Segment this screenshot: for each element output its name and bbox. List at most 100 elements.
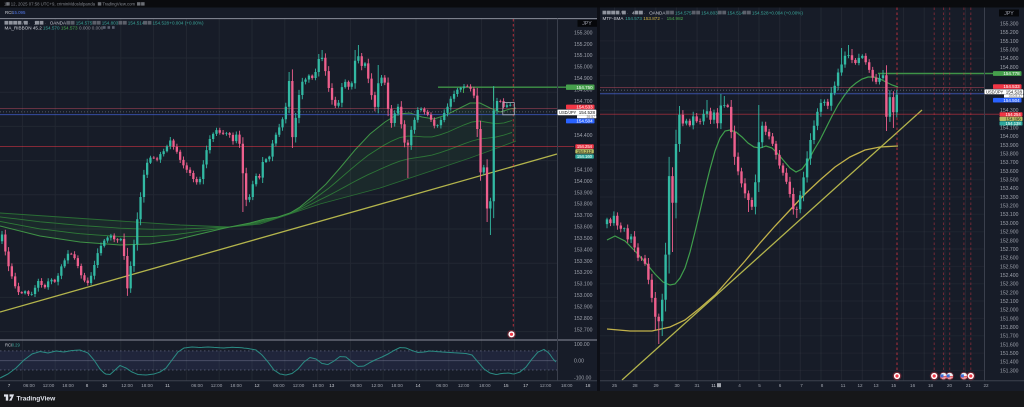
svg-text:06:00: 06:00	[273, 383, 285, 388]
svg-text:25: 25	[612, 383, 618, 388]
svg-text:0.29: 0.29	[12, 342, 21, 347]
svg-text:154.573: 154.573	[625, 16, 642, 21]
svg-text:154.528: 154.528	[1006, 90, 1023, 95]
svg-text:7: 7	[800, 383, 803, 388]
svg-text:4: 4	[738, 383, 741, 388]
svg-text:13: 13	[873, 383, 879, 388]
svg-text:15: 15	[503, 383, 509, 388]
svg-text:12:00: 12:00	[121, 383, 133, 388]
svg-text:154.100: 154.100	[1000, 126, 1019, 132]
svg-text:154.573: 154.573	[61, 25, 78, 30]
svg-text:·: ·	[45, 21, 47, 26]
svg-text:151.500: 151.500	[1000, 351, 1019, 357]
svg-text:151.800: 151.800	[1000, 325, 1019, 331]
svg-text:10: 10	[102, 383, 108, 388]
svg-text:152.900: 152.900	[1000, 230, 1019, 236]
svg-text:12, 2025 07:58 UTC+9, criminM: 12, 2025 07:58 UTC+9, criminMdoslolpanda	[11, 2, 96, 7]
svg-text:39:57: 39:57	[587, 115, 596, 119]
svg-text:17: 17	[523, 383, 529, 388]
svg-text:155.300: 155.300	[574, 30, 593, 36]
svg-text:154.570: 154.570	[43, 25, 60, 30]
svg-text:153.000: 153.000	[574, 293, 593, 299]
svg-text:USD/JPY: USD/JPY	[986, 90, 1004, 95]
svg-text:MA_RIBBON 45.2: MA_RIBBON 45.2	[5, 25, 43, 30]
svg-text:0.00: 0.00	[574, 359, 584, 365]
svg-text:152.800: 152.800	[574, 316, 593, 322]
svg-text:154.514: 154.514	[128, 21, 145, 26]
svg-text:100.00: 100.00	[574, 342, 590, 348]
svg-text:12:00: 12:00	[293, 383, 305, 388]
svg-text:15: 15	[891, 383, 897, 388]
svg-text:152.500: 152.500	[1000, 264, 1019, 270]
svg-text:154.575: 154.575	[76, 21, 93, 26]
svg-text:155.200: 155.200	[1000, 30, 1019, 36]
svg-text:18:00: 18:00	[479, 383, 491, 388]
svg-text:153.000: 153.000	[1000, 221, 1019, 227]
svg-text:154.750: 154.750	[576, 85, 593, 90]
svg-text:12:00: 12:00	[371, 383, 383, 388]
svg-text:154.900: 154.900	[1000, 56, 1019, 62]
svg-text:28: 28	[632, 383, 638, 388]
svg-text:151.600: 151.600	[1000, 342, 1019, 348]
svg-text:12:00: 12:00	[43, 383, 55, 388]
svg-text:154.800: 154.800	[1000, 65, 1019, 71]
svg-text:·: ·	[644, 10, 646, 15]
svg-text:12:00: 12:00	[458, 383, 470, 388]
svg-text:153.100: 153.100	[574, 282, 593, 288]
svg-text:OANDA: OANDA	[649, 10, 666, 15]
svg-text:153.400: 153.400	[1000, 186, 1019, 192]
svg-text:152.700: 152.700	[1000, 247, 1019, 253]
svg-text:154.138: 154.138	[1006, 121, 1022, 126]
svg-text:154.803: 154.803	[701, 10, 718, 15]
svg-text:154.000: 154.000	[1000, 134, 1019, 140]
svg-text:+0.004 (+0.00%): +0.004 (+0.00%)	[169, 21, 204, 26]
svg-text:155.000: 155.000	[1000, 48, 1019, 54]
svg-text:153.900: 153.900	[574, 190, 593, 196]
svg-text:22: 22	[983, 383, 989, 388]
svg-text:◦: ◦	[661, 16, 663, 21]
svg-text:18:00: 18:00	[230, 383, 242, 388]
svg-text:151.400: 151.400	[1000, 360, 1019, 366]
svg-text:18:00: 18:00	[62, 383, 74, 388]
svg-text:154.514: 154.514	[727, 10, 744, 15]
svg-text:06:00: 06:00	[350, 383, 362, 388]
svg-text:03:03:37: 03:03:37	[1009, 94, 1022, 98]
svg-text:154.700: 154.700	[574, 99, 593, 105]
svg-text:6: 6	[779, 383, 782, 388]
svg-text:153.872: 153.872	[643, 16, 660, 21]
svg-text:154.533: 154.533	[576, 105, 593, 110]
svg-text:11: 11	[711, 383, 716, 388]
svg-text:152.800: 152.800	[1000, 238, 1019, 244]
svg-text:TradingView.com: TradingView.com	[102, 2, 135, 7]
svg-text:154.778: 154.778	[1003, 71, 1020, 76]
svg-text:152.200: 152.200	[1000, 290, 1019, 296]
svg-text:152.300: 152.300	[1000, 282, 1019, 288]
svg-text:18:00: 18:00	[141, 383, 153, 388]
svg-text:154.000: 154.000	[574, 179, 593, 185]
svg-text:153.100: 153.100	[1000, 212, 1019, 218]
svg-text:154.254: 154.254	[577, 144, 593, 149]
svg-text:154.100: 154.100	[574, 167, 593, 173]
svg-text:154.300: 154.300	[1000, 108, 1019, 114]
svg-text:155.100: 155.100	[1000, 39, 1019, 45]
svg-text:154.528: 154.528	[153, 21, 170, 26]
svg-text:21: 21	[966, 383, 972, 388]
svg-text:18:00: 18:00	[312, 383, 324, 388]
svg-text:RCI: RCI	[5, 342, 12, 347]
svg-text:12:00: 12:00	[540, 383, 552, 388]
svg-text:154.528: 154.528	[579, 110, 596, 115]
svg-text:USD/JPY: USD/JPY	[559, 110, 577, 115]
svg-text:152.400: 152.400	[1000, 273, 1019, 279]
svg-text:153.300: 153.300	[1000, 195, 1019, 201]
svg-text:155.000: 155.000	[574, 65, 593, 71]
svg-text:152.700: 152.700	[574, 327, 593, 333]
svg-text:152.600: 152.600	[1000, 256, 1019, 262]
svg-text:154.900: 154.900	[574, 76, 593, 82]
svg-text:29: 29	[653, 383, 659, 388]
svg-text:JPY: JPY	[582, 21, 592, 27]
svg-text:153.400: 153.400	[574, 247, 593, 253]
svg-text:12:00: 12:00	[211, 383, 223, 388]
svg-text:RCI: RCI	[5, 10, 13, 15]
svg-text:153.600: 153.600	[574, 225, 593, 231]
svg-text:8: 8	[86, 383, 89, 388]
